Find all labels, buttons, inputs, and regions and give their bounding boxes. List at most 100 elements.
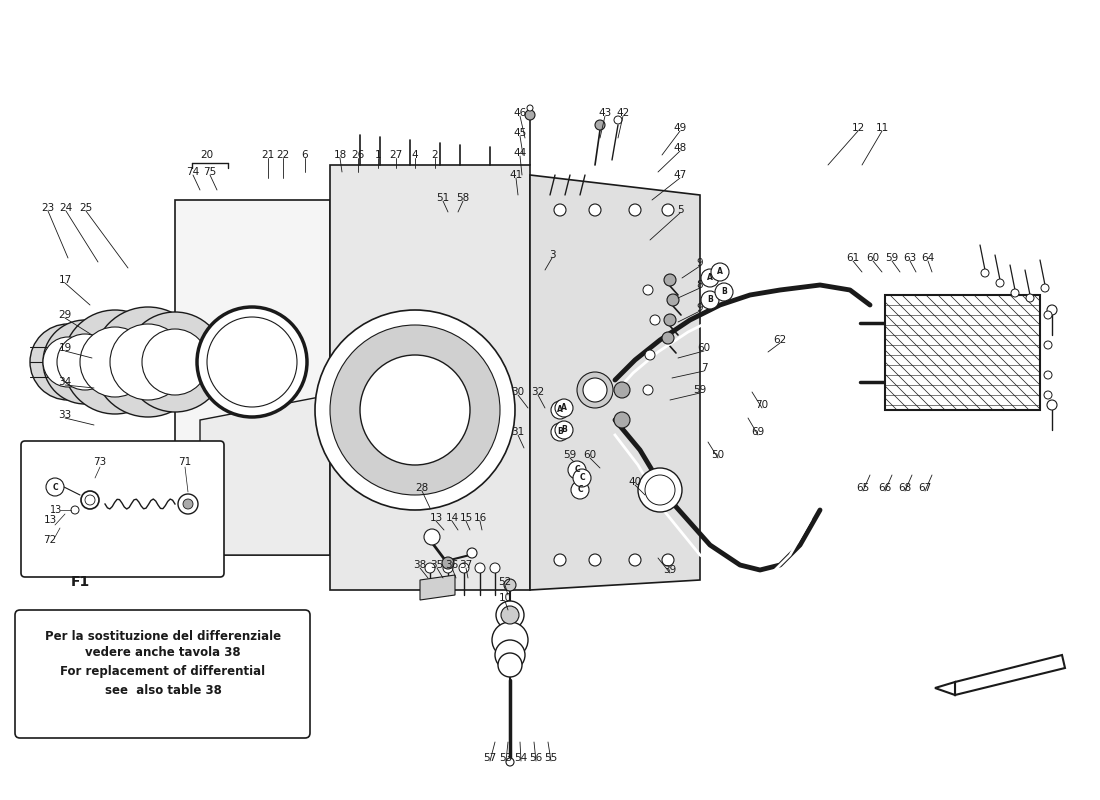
Text: 26: 26 — [351, 150, 364, 160]
Text: 23: 23 — [42, 203, 55, 213]
Text: 71: 71 — [178, 457, 191, 467]
Text: 2: 2 — [431, 150, 438, 160]
Text: 46: 46 — [514, 108, 527, 118]
Circle shape — [551, 423, 569, 441]
Circle shape — [72, 506, 79, 514]
Text: 39: 39 — [663, 565, 676, 575]
Circle shape — [85, 495, 95, 505]
Circle shape — [360, 355, 470, 465]
Text: 24: 24 — [59, 203, 73, 213]
Text: 53: 53 — [499, 753, 513, 763]
FancyBboxPatch shape — [21, 441, 224, 577]
Circle shape — [1044, 391, 1052, 399]
Circle shape — [664, 314, 676, 326]
Text: 12: 12 — [851, 123, 865, 133]
Circle shape — [1047, 400, 1057, 410]
Circle shape — [490, 563, 500, 573]
Circle shape — [94, 307, 204, 417]
Polygon shape — [955, 655, 1065, 695]
Text: 33: 33 — [58, 410, 72, 420]
Circle shape — [525, 110, 535, 120]
Circle shape — [1044, 311, 1052, 319]
Circle shape — [30, 324, 106, 400]
Circle shape — [57, 334, 113, 390]
Text: 59: 59 — [563, 450, 576, 460]
Circle shape — [315, 310, 515, 510]
Text: 50: 50 — [712, 450, 725, 460]
Circle shape — [1044, 371, 1052, 379]
Text: 55: 55 — [544, 753, 558, 763]
Circle shape — [650, 315, 660, 325]
Circle shape — [1011, 289, 1019, 297]
Text: 47: 47 — [673, 170, 686, 180]
Polygon shape — [530, 175, 700, 590]
Text: 30: 30 — [512, 387, 525, 397]
Circle shape — [1047, 305, 1057, 315]
Text: 32: 32 — [531, 387, 544, 397]
Text: 9: 9 — [696, 258, 703, 268]
Text: vedere anche tavola 38: vedere anche tavola 38 — [85, 646, 241, 659]
Text: For replacement of differential: For replacement of differential — [60, 666, 265, 678]
Circle shape — [459, 563, 469, 573]
Text: A: A — [717, 267, 723, 277]
Circle shape — [142, 329, 208, 395]
Text: A: A — [707, 274, 713, 282]
Circle shape — [662, 554, 674, 566]
Text: 17: 17 — [58, 275, 72, 285]
Circle shape — [571, 481, 588, 499]
Text: 70: 70 — [756, 400, 769, 410]
Polygon shape — [330, 165, 530, 590]
Text: B: B — [561, 426, 566, 434]
Text: 69: 69 — [751, 427, 764, 437]
Text: 19: 19 — [58, 343, 72, 353]
Circle shape — [578, 372, 613, 408]
Circle shape — [644, 285, 653, 295]
Circle shape — [80, 327, 150, 397]
Circle shape — [495, 640, 525, 670]
Text: 56: 56 — [529, 753, 542, 763]
Text: 63: 63 — [903, 253, 916, 263]
Text: 13: 13 — [43, 515, 56, 525]
Text: 11: 11 — [876, 123, 889, 133]
Circle shape — [496, 601, 524, 629]
Circle shape — [662, 204, 674, 216]
Circle shape — [614, 412, 630, 428]
Text: 44: 44 — [514, 148, 527, 158]
Circle shape — [614, 116, 622, 124]
Circle shape — [551, 401, 569, 419]
Circle shape — [492, 622, 528, 658]
Circle shape — [1044, 341, 1052, 349]
Text: 41: 41 — [509, 170, 522, 180]
Text: C: C — [52, 482, 58, 491]
Text: 68: 68 — [899, 483, 912, 493]
Text: 3: 3 — [549, 250, 556, 260]
Text: 59: 59 — [886, 253, 899, 263]
Text: 67: 67 — [918, 483, 932, 493]
Text: 38: 38 — [414, 560, 427, 570]
Circle shape — [425, 563, 435, 573]
Text: 28: 28 — [416, 483, 429, 493]
Text: 13: 13 — [429, 513, 442, 523]
Text: 64: 64 — [922, 253, 935, 263]
Text: 37: 37 — [460, 560, 473, 570]
Text: 42: 42 — [616, 108, 629, 118]
Text: A: A — [557, 406, 563, 414]
Text: 54: 54 — [515, 753, 528, 763]
Text: 43: 43 — [598, 108, 612, 118]
Text: 75: 75 — [204, 167, 217, 177]
Text: F1: F1 — [70, 575, 89, 589]
Text: B: B — [557, 427, 563, 437]
Text: 57: 57 — [483, 753, 496, 763]
Text: 20: 20 — [200, 150, 213, 160]
Circle shape — [629, 204, 641, 216]
Text: 5: 5 — [676, 205, 683, 215]
Text: 9: 9 — [696, 303, 703, 313]
Text: C: C — [580, 474, 585, 482]
Circle shape — [81, 491, 99, 509]
Text: 31: 31 — [512, 427, 525, 437]
FancyBboxPatch shape — [175, 200, 330, 555]
FancyBboxPatch shape — [15, 610, 310, 738]
Text: 35: 35 — [430, 560, 443, 570]
Circle shape — [498, 653, 522, 677]
Text: 14: 14 — [446, 513, 459, 523]
